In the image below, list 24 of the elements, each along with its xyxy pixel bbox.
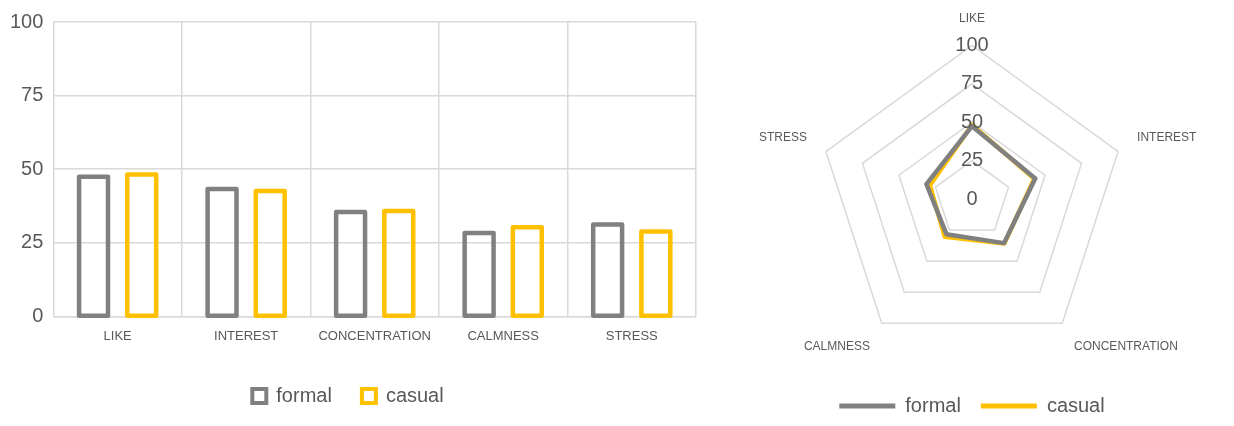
y-tick-label: 100	[955, 32, 989, 55]
spoke-label: STRESS	[758, 130, 807, 145]
spoke-label: CONCENTRATION	[1074, 338, 1178, 353]
y-tick-label: 75	[960, 71, 984, 94]
y-tick-label: 50	[960, 109, 984, 132]
legend-label: formal	[276, 383, 332, 406]
y-tick-label: 0	[966, 186, 978, 209]
x-tick-label: STRESS	[605, 327, 659, 343]
y-tick-label: 75	[21, 83, 44, 106]
y-tick-label: 100	[9, 9, 44, 32]
legend-label: casual	[385, 383, 444, 406]
y-tick-label: 0	[32, 303, 44, 326]
y-tick-label: 50	[21, 156, 44, 179]
y-tick-label: 25	[960, 148, 984, 171]
x-tick-label: LIKE	[103, 327, 133, 343]
legend-label: formal	[905, 393, 961, 416]
spoke-label: INTEREST	[1137, 130, 1198, 145]
spoke-label: LIKE	[958, 10, 986, 25]
x-tick-label: CONCENTRATION	[318, 327, 431, 343]
x-tick-label: CALMNESS	[467, 327, 540, 343]
x-tick-label: INTEREST	[214, 327, 279, 343]
legend-label: casual	[1046, 393, 1105, 416]
y-tick-label: 25	[21, 230, 44, 253]
spoke-label: CALMNESS	[803, 338, 870, 353]
